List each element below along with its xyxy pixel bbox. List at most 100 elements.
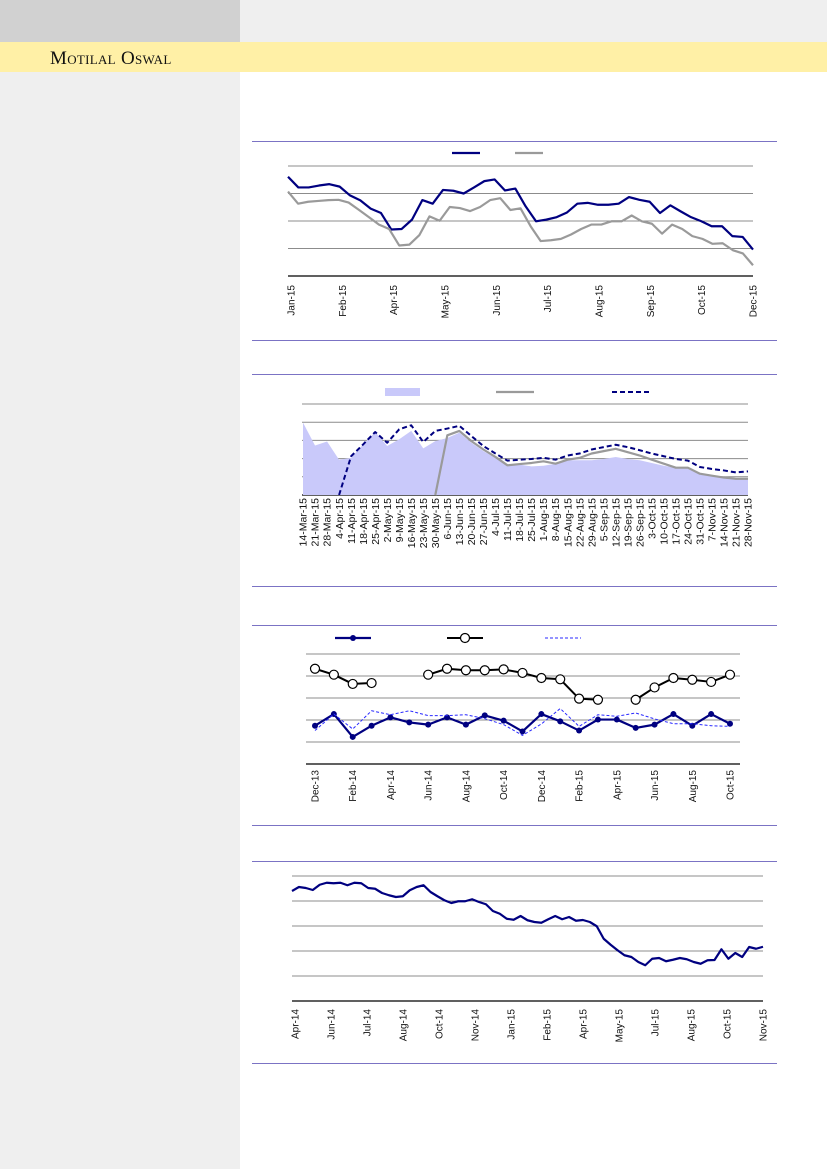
- x-tick-label: Jul-15: [543, 285, 554, 313]
- data-point: [368, 722, 375, 729]
- x-tick-label: 29-Aug-15: [586, 498, 598, 547]
- x-tick-label: 17-Oct-15: [671, 498, 683, 545]
- data-point: [651, 721, 658, 728]
- data-point: [425, 721, 432, 728]
- x-tick-label: 21-Nov-15: [731, 498, 743, 547]
- data-point: [594, 716, 601, 723]
- x-tick-label: 31-Oct-15: [695, 498, 707, 545]
- data-point: [576, 727, 583, 734]
- x-tick-label: May-15: [615, 1009, 626, 1043]
- x-tick-label: 4-Apr-15: [334, 498, 346, 539]
- left-margin-panel: [0, 72, 240, 1169]
- x-tick-label: 12-Sep-15: [610, 498, 622, 547]
- x-tick-label: Jan-15: [287, 285, 298, 316]
- header-strip-left: [0, 0, 240, 42]
- data-point: [670, 711, 677, 718]
- data-point: [538, 711, 545, 718]
- chart-1-top-rule: [252, 141, 777, 142]
- data-point: [462, 721, 469, 728]
- x-tick-label: 20-Jun-15: [466, 498, 478, 545]
- header-strip-right: [240, 0, 827, 42]
- chart-2: 14-Mar-15 21-Mar-15 28-Mar-15 4-Apr-15 11-Ap…: [298, 388, 755, 548]
- x-tick-label: 16-May-15: [406, 498, 418, 548]
- data-point: [724, 669, 736, 680]
- data-point: [706, 676, 717, 688]
- data-point: [423, 669, 434, 680]
- data-point: [481, 712, 488, 719]
- x-tick-label: Aug-14: [461, 770, 472, 803]
- x-tick-label: 8-Aug-15: [550, 498, 562, 541]
- x-tick-label: Aug-15: [687, 1009, 698, 1042]
- x-tick-label: Jun-15: [650, 770, 661, 801]
- data-point: [328, 669, 339, 680]
- x-tick-label: Sep-15: [646, 285, 657, 318]
- x-tick-label: Oct-15: [726, 770, 737, 800]
- chart-3: Dec-13 Feb-14 Apr-14 Jun-14 Aug-14 Oct-14 Dec-…: [306, 632, 740, 803]
- data-point: [536, 672, 547, 684]
- x-tick-label: Oct-14: [499, 770, 510, 800]
- data-point: [366, 677, 377, 689]
- data-point: [668, 672, 679, 684]
- data-point: [727, 720, 733, 727]
- x-tick-label: 18-Jul-15: [514, 498, 526, 542]
- x-tick-label: 28-Mar-15: [322, 498, 334, 547]
- data-point: [406, 719, 413, 726]
- x-tick-label: Dec-13: [311, 770, 322, 803]
- x-tick-label: 19-Sep-15: [622, 498, 634, 547]
- data-point: [517, 667, 528, 679]
- x-tick-label: 24-Oct-15: [683, 498, 695, 545]
- legend-marker: [350, 635, 356, 641]
- data-point: [687, 674, 698, 685]
- x-tick-label: Oct-15: [697, 285, 708, 315]
- data-point: [500, 717, 507, 724]
- x-tick-label: 28-Nov-15: [743, 498, 755, 547]
- data-point: [347, 678, 358, 690]
- x-tick-label: 9-May-15: [394, 498, 406, 543]
- chart-3-top-rule: [252, 625, 777, 626]
- x-tick-label: Feb-14: [348, 770, 359, 802]
- x-tick-label: 14-Mar-15: [298, 498, 310, 547]
- series-line: [314, 708, 731, 736]
- x-tick-label: Feb-15: [338, 285, 349, 317]
- x-tick-label: 26-Sep-15: [634, 498, 646, 547]
- series-line: [338, 424, 749, 496]
- x-tick-label: Jun-14: [327, 1009, 338, 1040]
- series-line: [434, 429, 748, 496]
- series-line: [291, 881, 764, 967]
- x-tick-label: Aug-15: [595, 285, 606, 318]
- legend-marker: [459, 632, 471, 644]
- company-logo: Motilal Oswal: [50, 48, 172, 69]
- x-tick-label: Apr-15: [579, 1009, 590, 1039]
- x-tick-label: Oct-14: [435, 1009, 446, 1039]
- data-point: [498, 664, 509, 675]
- data-point: [613, 716, 620, 723]
- x-tick-label: 21-Mar-15: [310, 498, 322, 547]
- x-tick-label: May-15: [441, 285, 452, 319]
- legend-swatch: [385, 388, 420, 396]
- x-tick-label: Jul-15: [651, 1009, 662, 1037]
- series-line: [287, 190, 754, 266]
- data-point: [708, 711, 715, 718]
- series-line: [287, 175, 754, 251]
- data-point: [557, 718, 564, 725]
- x-tick-label: Nov-14: [471, 1009, 482, 1042]
- chart-1: Jan-15 Feb-15 Apr-15 May-15 Jun-15 Jul-15 Aug-…: [287, 151, 760, 319]
- data-point: [312, 722, 318, 729]
- chart-4-top-rule: [252, 861, 777, 862]
- x-tick-label: Apr-14: [291, 1009, 302, 1039]
- data-point: [632, 724, 639, 731]
- chart-4: Apr-14 Jun-14 Jul-14 Aug-14 Oct-14 Nov-14 Jan-…: [291, 875, 770, 1043]
- x-tick-label: Feb-15: [543, 1009, 554, 1041]
- x-tick-label: 1-Aug-15: [538, 498, 550, 541]
- x-tick-label: 11-Jul-15: [502, 498, 514, 541]
- data-point: [479, 665, 490, 676]
- chart-2-bottom-rule: [252, 586, 777, 587]
- chart-4-bottom-rule: [252, 1063, 777, 1064]
- x-tick-label: 22-Aug-15: [574, 498, 586, 547]
- data-point: [387, 714, 394, 721]
- x-tick-label: 13-Jun-15: [454, 498, 466, 545]
- data-point: [555, 674, 566, 685]
- x-tick-label: 14-Nov-15: [719, 498, 731, 547]
- x-tick-label: 11-Apr-15: [346, 498, 358, 544]
